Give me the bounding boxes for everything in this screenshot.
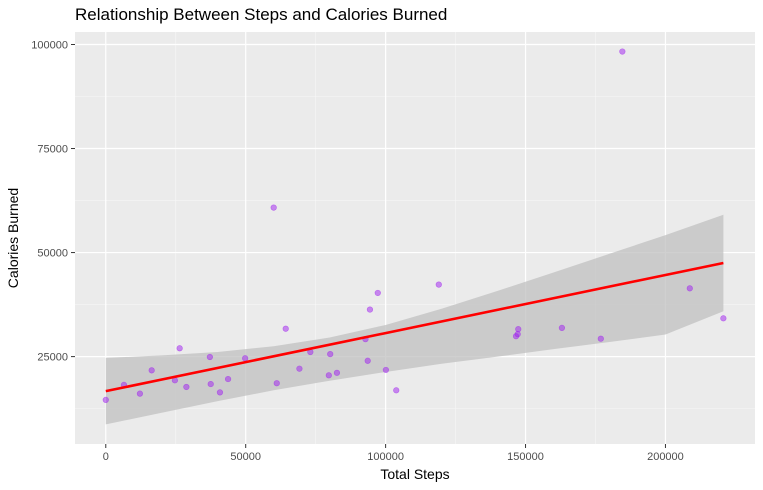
fit-line (105, 261, 724, 393)
x-axis-title: Total Steps (380, 466, 449, 482)
x-tick-label: 200000 (647, 451, 684, 463)
data-point (224, 375, 232, 383)
x-tick-label: 100000 (367, 451, 404, 463)
y-tick-label: 75000 (37, 144, 68, 156)
data-point (374, 289, 381, 297)
data-points (102, 48, 727, 403)
data-point (273, 380, 280, 387)
data-point (382, 366, 389, 374)
data-point (366, 306, 374, 313)
data-point (364, 357, 371, 364)
chart-title: Relationship Between Steps and Calories … (75, 5, 447, 24)
data-point (558, 324, 566, 331)
data-point (597, 335, 604, 342)
data-point (183, 383, 190, 391)
data-point (327, 351, 334, 358)
data-point (136, 390, 144, 397)
data-point (333, 369, 341, 376)
data-point (216, 389, 224, 396)
y-tick-label: 25000 (37, 352, 68, 364)
data-point (282, 325, 289, 332)
y-tick-label: 100000 (31, 39, 68, 51)
y-tick-label: 50000 (37, 248, 68, 260)
x-tick-label: 0 (103, 451, 109, 463)
x-axis: 0 50000 100000 150000 200000 (103, 444, 684, 463)
data-point (102, 396, 109, 403)
data-point (619, 48, 626, 55)
data-point (720, 315, 727, 322)
x-tick-label: 150000 (507, 451, 544, 463)
data-point (176, 345, 183, 352)
data-point (515, 326, 522, 333)
data-point (296, 365, 303, 372)
data-point (242, 355, 249, 362)
y-axis-title: Calories Burned (5, 188, 21, 288)
data-point (206, 353, 213, 361)
data-point (393, 387, 400, 394)
data-point (325, 372, 332, 379)
x-tick-label: 50000 (230, 451, 261, 463)
data-point (270, 204, 277, 211)
y-axis: 25000 50000 75000 100000 (31, 39, 75, 364)
confidence-band (105, 214, 724, 425)
data-point (686, 285, 693, 292)
data-point (207, 380, 214, 388)
data-point (435, 281, 442, 288)
data-point (148, 367, 155, 374)
